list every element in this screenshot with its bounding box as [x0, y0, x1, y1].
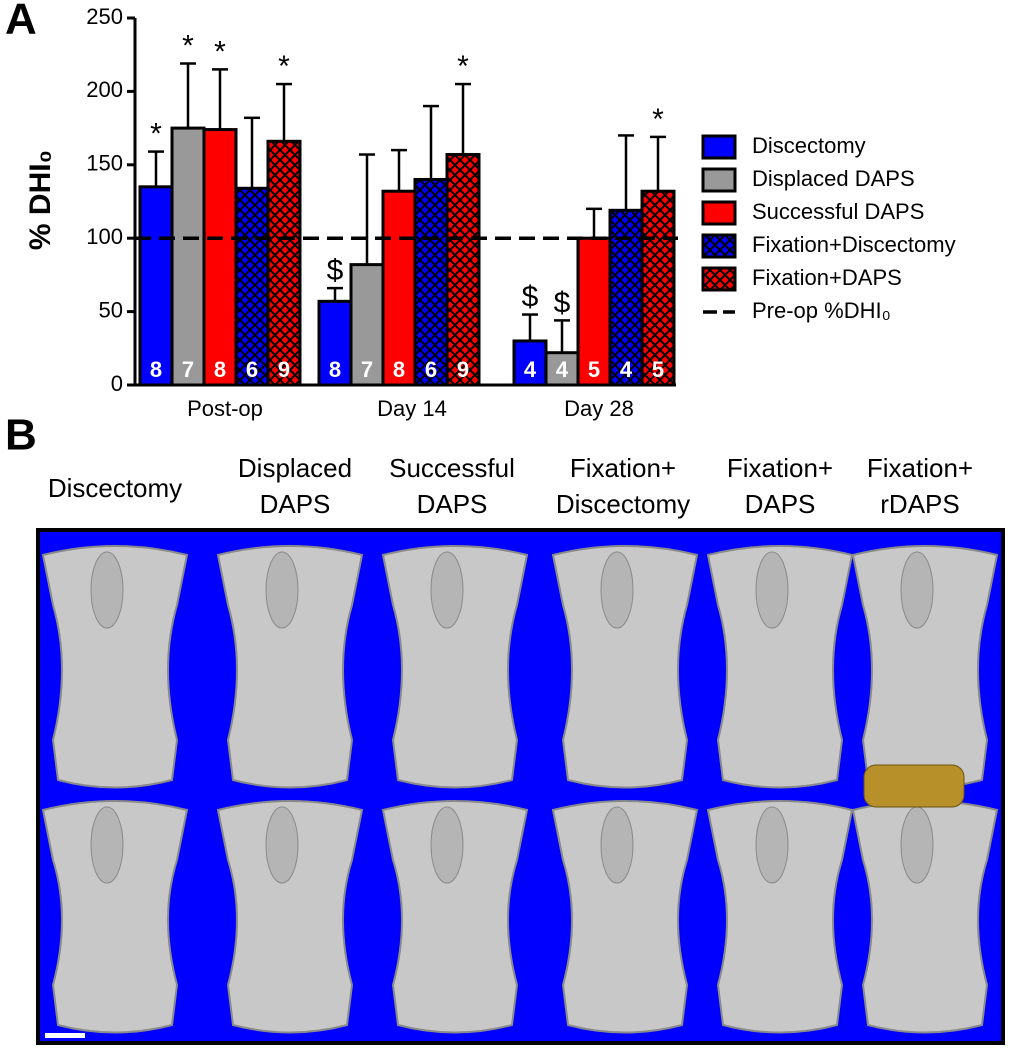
panel-label: A [5, 0, 37, 44]
column-label: Discectomy [556, 489, 690, 519]
column-label: Displaced [238, 453, 352, 483]
bar [317, 299, 353, 387]
significance-marker: $ [522, 280, 539, 313]
significance-marker: $ [554, 286, 571, 319]
bone-process [430, 806, 464, 884]
bar [266, 139, 302, 387]
bone [551, 800, 699, 1034]
bar [544, 351, 580, 387]
legend-label: Fixation+DAPS [752, 265, 902, 290]
panel-label: B [5, 411, 37, 460]
bone [851, 545, 999, 789]
x-tick-label: Day 28 [564, 396, 634, 421]
x-tick-label: Post-op [187, 396, 263, 421]
bone-process [755, 806, 789, 884]
bone-process [900, 551, 934, 629]
legend-swatch [701, 134, 737, 160]
bone [381, 800, 529, 1034]
bone-process [90, 806, 124, 884]
n-label: 9 [278, 357, 290, 382]
n-label: 8 [329, 357, 341, 382]
column-label: DAPS [417, 489, 488, 519]
bone-process [430, 551, 464, 629]
legend-swatch [701, 167, 737, 193]
significance-marker: * [150, 118, 162, 151]
bar [170, 126, 206, 387]
legend-swatch [701, 200, 737, 226]
y-tick-label: 0 [111, 371, 123, 396]
legend-swatch [701, 266, 737, 292]
legend-swatch [701, 233, 737, 259]
bar [413, 177, 449, 387]
bone [706, 545, 854, 789]
y-tick-label: 150 [86, 151, 123, 176]
bone [216, 545, 364, 789]
n-label: 4 [524, 357, 537, 382]
n-label: 9 [457, 357, 469, 382]
n-label: 7 [361, 357, 373, 382]
legend-label: Displaced DAPS [752, 166, 915, 191]
column-label: Fixation+ [570, 453, 676, 483]
bone-process [600, 806, 634, 884]
bar [202, 128, 238, 387]
bone-process [265, 806, 299, 884]
bone-process [755, 551, 789, 629]
bone [216, 800, 364, 1034]
column-label: Fixation+ [867, 453, 973, 483]
bar [445, 153, 481, 387]
bar [234, 186, 270, 387]
bone-process [900, 806, 934, 884]
bar [640, 189, 676, 387]
significance-marker: * [214, 35, 226, 68]
bone [381, 545, 529, 789]
bone [41, 545, 189, 789]
n-label: 7 [182, 357, 194, 382]
significance-marker: * [457, 50, 469, 83]
n-label: 8 [214, 357, 226, 382]
bone-process [600, 551, 634, 629]
bone-renderings [41, 545, 999, 1034]
x-tick-label: Day 14 [377, 396, 447, 421]
n-label: 8 [393, 357, 405, 382]
n-label: 8 [150, 357, 162, 382]
bone-process [90, 551, 124, 629]
bar [138, 185, 174, 387]
n-label: 6 [246, 357, 258, 382]
significance-marker: $ [327, 254, 344, 287]
bone [41, 800, 189, 1034]
y-tick-label: 100 [86, 224, 123, 249]
column-label: Discectomy [48, 473, 182, 503]
bar [576, 236, 612, 387]
bone-process [265, 551, 299, 629]
n-label: 4 [620, 357, 633, 382]
significance-marker: * [652, 103, 664, 136]
column-label: DAPS [745, 489, 816, 519]
bone [551, 545, 699, 789]
legend-label: Discectomy [752, 133, 866, 158]
legend-label: Successful DAPS [752, 199, 924, 224]
column-label: rDAPS [880, 489, 959, 519]
bone [706, 800, 854, 1034]
column-label: DAPS [260, 489, 331, 519]
n-label: 4 [556, 357, 569, 382]
implant [863, 764, 965, 808]
y-tick-label: 250 [86, 4, 123, 29]
y-tick-label: 200 [86, 77, 123, 102]
significance-marker: * [278, 50, 290, 83]
n-label: 5 [652, 357, 664, 382]
legend-label: Pre-op %DHI₀ [752, 298, 891, 323]
micro-ct-image [36, 528, 1005, 1045]
y-axis-label: % DHI₀ [24, 150, 57, 250]
n-label: 5 [588, 357, 600, 382]
significance-marker: * [182, 29, 194, 62]
column-label: Successful [389, 453, 515, 483]
scale-bar [45, 1033, 85, 1038]
n-label: 6 [425, 357, 437, 382]
column-label: Fixation+ [727, 453, 833, 483]
legend-label: Fixation+Discectomy [752, 232, 956, 257]
y-tick-label: 50 [99, 297, 123, 322]
